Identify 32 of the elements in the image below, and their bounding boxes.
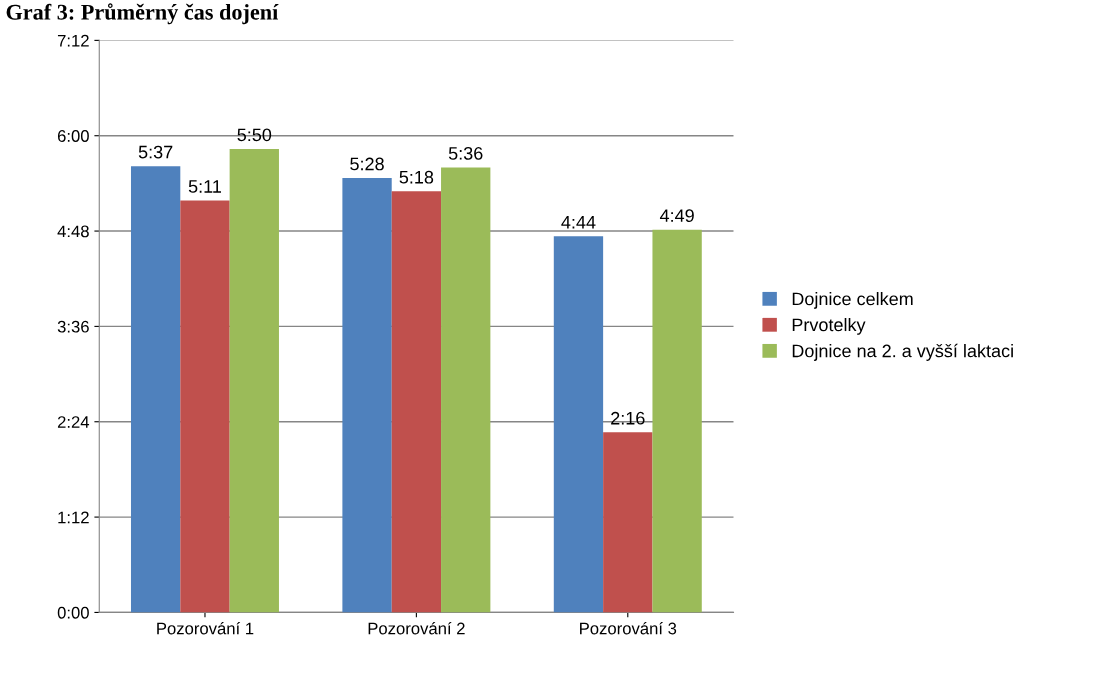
x-tick-label: Pozorování 3 <box>580 621 677 635</box>
data-label: 5:11 <box>188 180 221 193</box>
bar <box>342 178 392 613</box>
y-tick-label: 2:24 <box>57 416 90 428</box>
bar <box>130 166 181 613</box>
data-label: 2:16 <box>611 411 645 425</box>
bar <box>652 229 702 613</box>
bar <box>553 236 604 613</box>
data-label: 5:36 <box>448 146 483 160</box>
x-tick-label: Pozorování 1 <box>157 621 254 635</box>
x-tick-label: Pozorování 2 <box>368 621 465 635</box>
chart-title: Graf 3: Průměrný čas dojení <box>6 3 279 25</box>
y-tick-label: 0:00 <box>57 606 89 619</box>
data-label: 5:50 <box>237 128 272 142</box>
y-tick-label: 6:00 <box>57 130 89 142</box>
y-tick-label: 1:12 <box>58 511 89 524</box>
y-tick-label: 3:36 <box>57 320 89 333</box>
data-label: 4:44 <box>561 216 596 229</box>
legend-label: Prvotelky <box>792 317 866 335</box>
y-tick-label: 4:48 <box>57 225 89 238</box>
legend-label: Dojnice celkem <box>792 292 913 309</box>
bar <box>603 432 653 613</box>
data-label: 5:28 <box>350 157 384 171</box>
data-label: 4:49 <box>659 209 694 222</box>
data-label: 5:37 <box>138 145 173 159</box>
bar <box>180 200 230 613</box>
y-tick-label: 7:12 <box>57 34 89 47</box>
legend-label: Dojnice na 2. a vyšší laktaci <box>792 343 1013 361</box>
bar <box>441 167 491 613</box>
bar <box>391 191 442 613</box>
bar <box>229 148 279 613</box>
data-label: 5:18 <box>399 170 434 184</box>
